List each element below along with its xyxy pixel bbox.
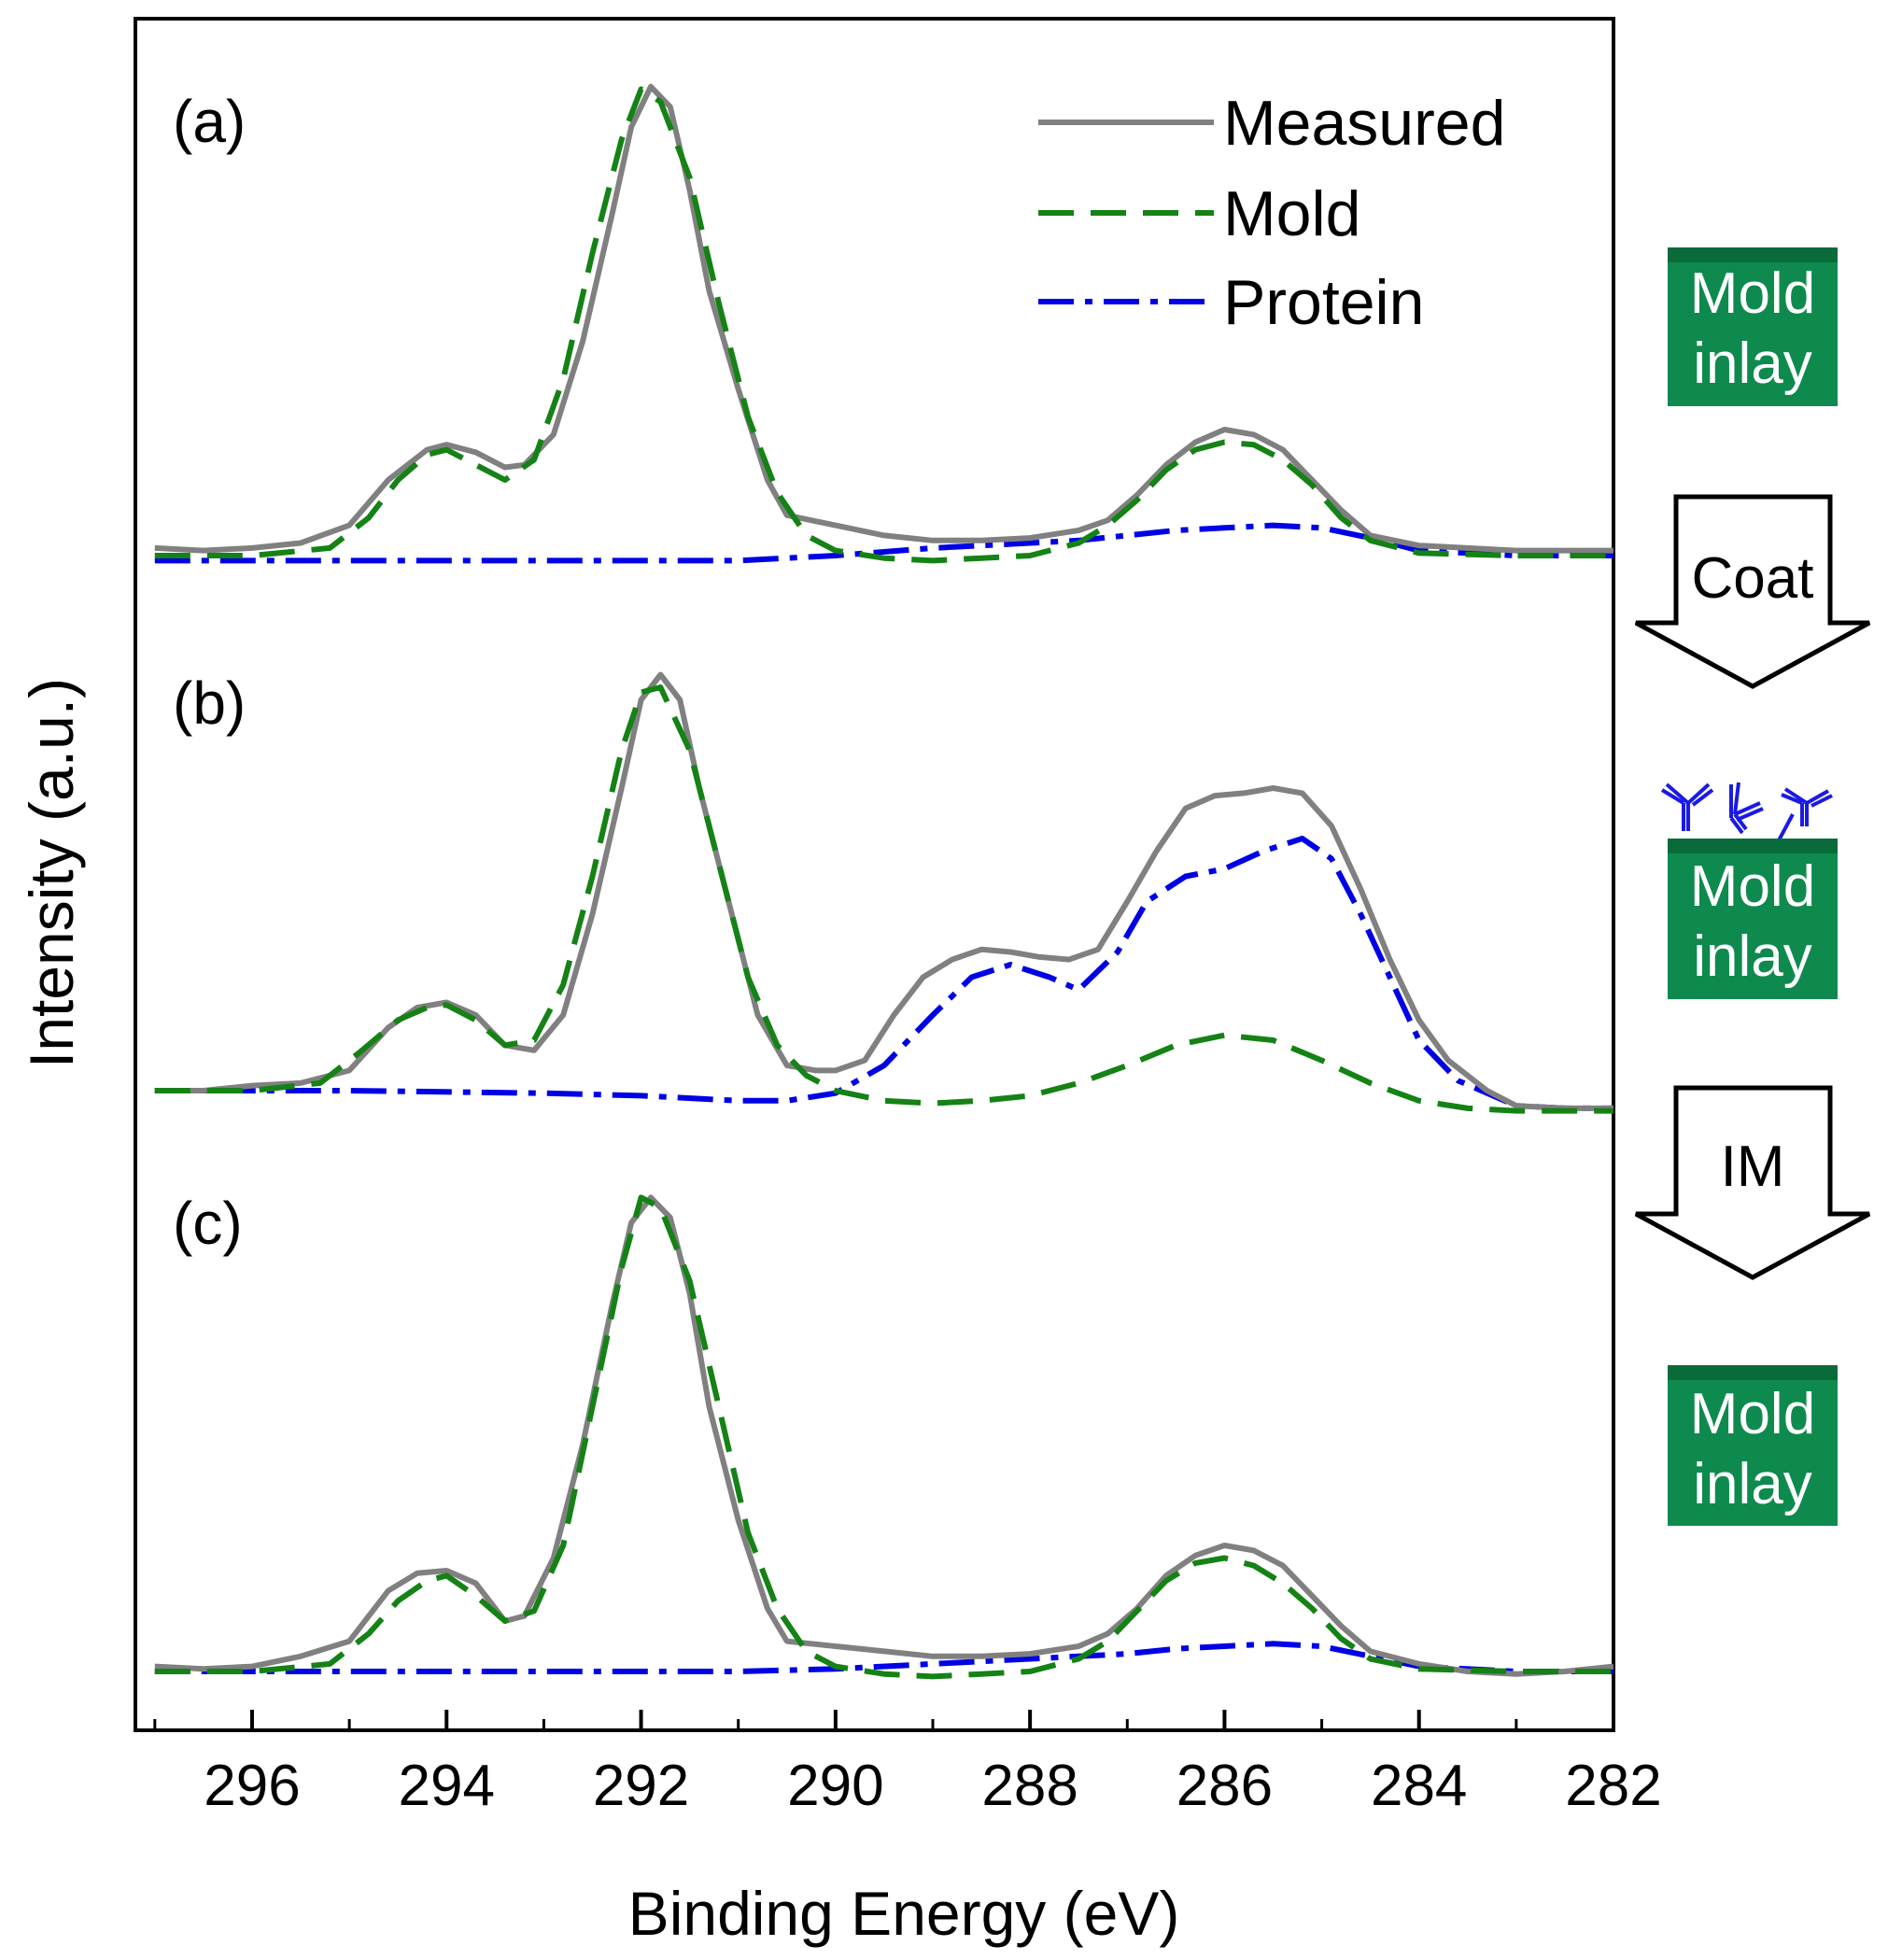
series-layer (154, 83, 1614, 1680)
arrow-coat: Coat (1634, 494, 1871, 689)
box-c-line1: Mold (1690, 1382, 1815, 1446)
series-mold-panel-a (154, 86, 1613, 564)
plot-frame (134, 17, 1615, 1732)
box-a-line2: inlay (1693, 331, 1812, 396)
box-a-body (1668, 247, 1838, 406)
series-mold-panel-c (154, 1194, 1613, 1680)
y-axis-title: Intensity (a.u.) (17, 678, 86, 1068)
box-c-line2: inlay (1693, 1452, 1812, 1516)
panel-label-c: (c) (173, 1190, 243, 1257)
series-mold-panel-b (154, 684, 1613, 1114)
x-tick-label-296: 296 (204, 1754, 300, 1818)
x-tick-label-294: 294 (399, 1754, 495, 1818)
antibodies-icon (1660, 782, 1833, 841)
mold-inlay-box-a: Mold inlay (1668, 247, 1838, 406)
x-tick-label-290: 290 (787, 1754, 883, 1818)
side-annotations: Mold inlay Coat Mold inlay IM Mold inlay (1634, 247, 1871, 1526)
mold-inlay-box-c: Mold inlay (1668, 1365, 1838, 1526)
x-tick-label-286: 286 (1176, 1754, 1273, 1818)
box-b-line1: Mold (1690, 854, 1815, 919)
arrow-im-label: IM (1721, 1135, 1785, 1199)
box-b-line2: inlay (1693, 924, 1812, 989)
legend-label-measured: Measured (1223, 88, 1505, 159)
series-measured-panel-b (154, 671, 1613, 1111)
box-a-top (1668, 247, 1838, 262)
legend-label-mold: Mold (1223, 178, 1360, 249)
box-b-top (1668, 839, 1838, 853)
legend-label-protein: Protein (1223, 267, 1424, 338)
box-a-line1: Mold (1690, 261, 1815, 326)
arrow-im-shape (1634, 1085, 1871, 1280)
panel-label-b: (b) (173, 670, 246, 737)
series-measured-panel-a (154, 83, 1613, 554)
x-ticks: 296 294 292 290 288 286 284 282 (153, 1710, 1662, 1818)
box-c-body (1668, 1365, 1838, 1526)
series-measured-panel-c (154, 1194, 1614, 1677)
arrow-im: IM (1634, 1085, 1871, 1280)
x-axis-title: Binding Energy (eV) (628, 1879, 1180, 1948)
x-tick-label-282: 282 (1565, 1754, 1661, 1818)
series-protein-panel-b (154, 836, 1613, 1111)
arrow-coat-label: Coat (1692, 546, 1814, 611)
antibody-2-icon (1729, 782, 1764, 835)
box-c-top (1668, 1365, 1838, 1380)
box-b-body (1668, 839, 1838, 999)
antibody-3-icon (1777, 787, 1833, 841)
antibody-1-icon (1660, 783, 1714, 831)
arrow-coat-shape (1634, 494, 1871, 689)
x-tick-label-288: 288 (981, 1754, 1078, 1818)
legend: Measured Mold Protein (1038, 88, 1505, 338)
mold-inlay-box-b: Mold inlay (1668, 839, 1838, 999)
x-tick-label-284: 284 (1371, 1754, 1467, 1818)
x-tick-label-292: 292 (593, 1754, 689, 1818)
panel-label-a: (a) (173, 88, 246, 155)
